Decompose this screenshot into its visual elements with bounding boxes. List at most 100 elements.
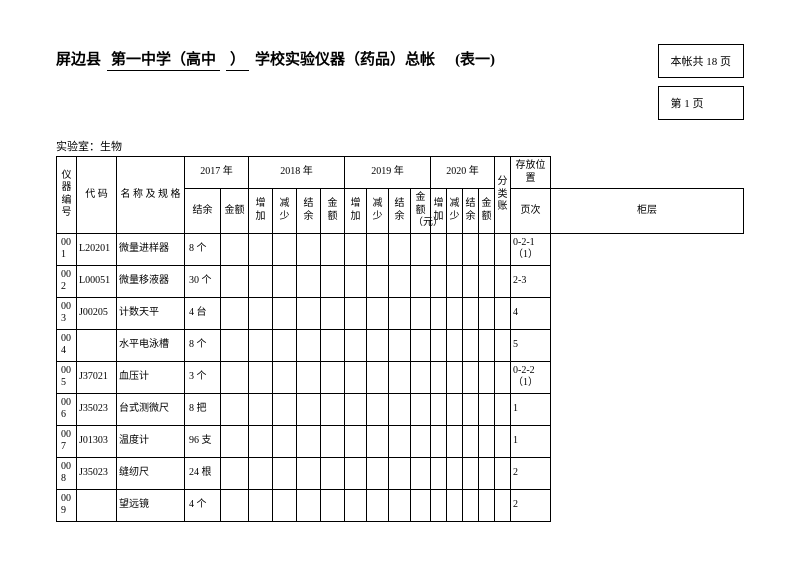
title: 屏边县 第一中学（高中 ） 学校实验仪器（药品）总帐 (表一): [56, 44, 658, 71]
cell: [411, 361, 431, 393]
table-row: 006J35023台式测微尺8 把1: [57, 393, 744, 425]
cell: [411, 489, 431, 521]
cell: [297, 457, 321, 489]
cell: [297, 233, 321, 265]
cell: [389, 265, 411, 297]
cell: [297, 489, 321, 521]
cell: [411, 457, 431, 489]
lab-name: 生物: [100, 141, 122, 153]
cell: 4 个: [185, 489, 221, 521]
cell: [77, 489, 117, 521]
cell: 24 根: [185, 457, 221, 489]
cell: [479, 425, 495, 457]
cell: [447, 489, 463, 521]
cell: [479, 265, 495, 297]
cell: 8 把: [185, 393, 221, 425]
cell: 1: [511, 393, 551, 425]
cell: [447, 297, 463, 329]
cell: [447, 393, 463, 425]
col-2018: 2018 年: [249, 157, 345, 189]
cell: [221, 265, 249, 297]
col-cabinet: 柜层: [551, 189, 744, 234]
cell: [463, 489, 479, 521]
cell: [389, 457, 411, 489]
cell: [463, 361, 479, 393]
cell: 缝纫尺: [117, 457, 185, 489]
cell: [77, 329, 117, 361]
cell: [321, 425, 345, 457]
cell: [221, 489, 249, 521]
ledger-table: 仪器编号 代 码 名 称 及 规 格 2017 年 2018 年 2019 年 …: [56, 156, 744, 522]
table-row: 002L00051微量移液器30 个2-3: [57, 265, 744, 297]
cell: [463, 329, 479, 361]
cell: [463, 457, 479, 489]
cell: J00205: [77, 297, 117, 329]
cell: [345, 265, 367, 297]
cell: [273, 457, 297, 489]
cell: [495, 361, 511, 393]
col-amount: 金额: [321, 189, 345, 234]
cell: [495, 489, 511, 521]
cell: 8 个: [185, 233, 221, 265]
cell: [345, 233, 367, 265]
cell: L20201: [77, 233, 117, 265]
table-row: 007J01303温度计96 支1: [57, 425, 744, 457]
cell: [273, 233, 297, 265]
cell: [249, 393, 273, 425]
cell: [321, 361, 345, 393]
school-name-underline-2: ）: [226, 48, 249, 71]
cell: 台式测微尺: [117, 393, 185, 425]
cell: [249, 297, 273, 329]
cell: [273, 329, 297, 361]
cell: 2-3: [511, 265, 551, 297]
cell: 96 支: [185, 425, 221, 457]
cell: [411, 329, 431, 361]
cell: [345, 361, 367, 393]
cell: 2: [511, 457, 551, 489]
cell: [411, 265, 431, 297]
col-2017: 2017 年: [185, 157, 249, 189]
cell: [463, 393, 479, 425]
cell: [221, 297, 249, 329]
cell: [431, 329, 447, 361]
cell: [221, 393, 249, 425]
cell: 003: [57, 297, 77, 329]
cell: 005: [57, 361, 77, 393]
lab-label: 实验室：: [56, 141, 100, 153]
cell: [221, 233, 249, 265]
cell: [367, 265, 389, 297]
cell: [447, 361, 463, 393]
col-amount: 金额: [479, 189, 495, 234]
col-sub: 减少: [447, 189, 463, 234]
cell: L00051: [77, 265, 117, 297]
cell: [321, 265, 345, 297]
cell: [321, 297, 345, 329]
cell: [367, 297, 389, 329]
cell: 007: [57, 425, 77, 457]
cell: [447, 329, 463, 361]
cell: [431, 425, 447, 457]
cell: [463, 297, 479, 329]
current-page-box: 第 1 页: [658, 86, 745, 120]
cell: [345, 297, 367, 329]
cell: [367, 329, 389, 361]
cell: J35023: [77, 457, 117, 489]
cell: 2: [511, 489, 551, 521]
cell: [431, 297, 447, 329]
cell: [273, 393, 297, 425]
cell: [321, 489, 345, 521]
cell: [367, 457, 389, 489]
cell: [479, 297, 495, 329]
cell: [411, 233, 431, 265]
cell: J35023: [77, 393, 117, 425]
cell: [367, 361, 389, 393]
cell: [447, 233, 463, 265]
cell: [389, 425, 411, 457]
cell: [249, 457, 273, 489]
col-balance: 结余: [389, 189, 411, 234]
cell: 001: [57, 233, 77, 265]
cell: 计数天平: [117, 297, 185, 329]
cell: [389, 233, 411, 265]
cell: 8 个: [185, 329, 221, 361]
cell: J01303: [77, 425, 117, 457]
